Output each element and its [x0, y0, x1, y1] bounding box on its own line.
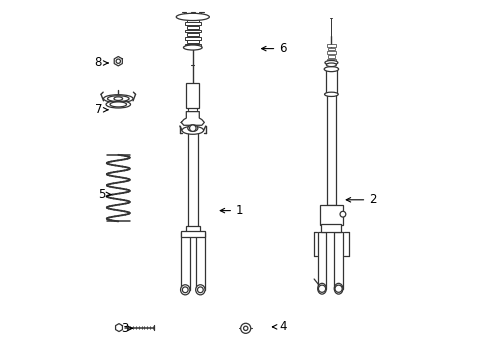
Bar [321, 224, 342, 232]
Bar [185, 30, 201, 32]
Bar [186, 83, 199, 108]
Text: 3: 3 [121, 322, 132, 335]
Text: 6: 6 [262, 42, 287, 55]
Bar [327, 51, 336, 54]
Ellipse shape [196, 285, 205, 295]
Bar [327, 59, 336, 61]
Bar [320, 205, 343, 225]
Circle shape [318, 285, 326, 292]
Circle shape [116, 59, 121, 63]
Ellipse shape [326, 63, 337, 67]
Ellipse shape [183, 45, 202, 50]
Bar [186, 226, 199, 232]
Text: 8: 8 [95, 57, 108, 69]
Ellipse shape [324, 67, 339, 72]
Circle shape [197, 287, 203, 293]
Bar [185, 37, 201, 40]
Ellipse shape [334, 283, 343, 294]
Bar [185, 22, 201, 25]
Text: 5: 5 [98, 188, 111, 201]
Circle shape [340, 211, 346, 217]
Bar [327, 94, 336, 205]
Ellipse shape [180, 285, 190, 295]
Bar [187, 26, 199, 29]
Polygon shape [114, 57, 122, 66]
Circle shape [244, 326, 248, 330]
Bar [187, 40, 199, 43]
Bar [185, 44, 201, 47]
Ellipse shape [318, 283, 326, 294]
Ellipse shape [106, 101, 130, 108]
Circle shape [190, 125, 196, 131]
Ellipse shape [182, 126, 204, 134]
Ellipse shape [324, 92, 338, 96]
Text: 4: 4 [272, 320, 287, 333]
Bar [180, 231, 205, 237]
Text: 1: 1 [220, 204, 244, 217]
Bar [328, 48, 335, 50]
Bar [180, 232, 190, 290]
Ellipse shape [114, 97, 122, 100]
Bar [334, 232, 343, 289]
Bar [328, 55, 335, 58]
Bar [188, 132, 198, 227]
Bar [318, 232, 326, 289]
Bar [187, 19, 199, 22]
Polygon shape [116, 324, 122, 332]
Polygon shape [181, 112, 204, 125]
Ellipse shape [103, 95, 133, 103]
Text: 7: 7 [95, 103, 108, 116]
Text: 2: 2 [346, 193, 377, 206]
Bar [187, 33, 199, 36]
Ellipse shape [107, 96, 129, 102]
Ellipse shape [176, 13, 209, 21]
Bar [327, 44, 336, 47]
Circle shape [182, 287, 188, 293]
Bar [326, 69, 337, 94]
Ellipse shape [110, 102, 126, 107]
Bar [196, 232, 205, 290]
Ellipse shape [188, 125, 198, 131]
Circle shape [241, 323, 251, 333]
Ellipse shape [325, 60, 338, 65]
Circle shape [335, 285, 342, 292]
